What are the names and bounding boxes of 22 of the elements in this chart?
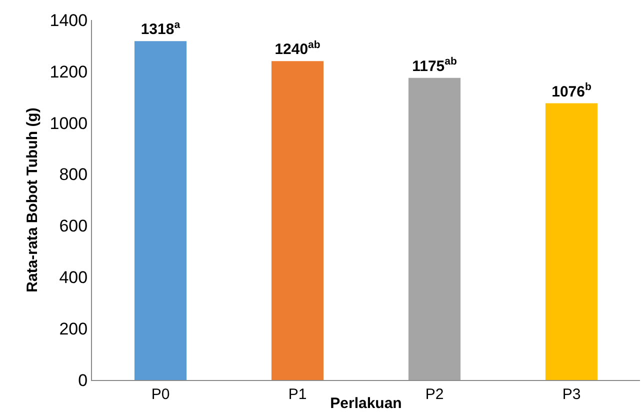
bar xyxy=(408,78,461,380)
bar xyxy=(271,61,324,380)
y-tick-label: 800 xyxy=(59,165,88,184)
data-label: 1076$^{b}$ xyxy=(552,81,592,100)
y-tick-label: 1200 xyxy=(50,62,88,82)
data-label: 1318$^{a}$ xyxy=(140,18,180,38)
y-tick-label: 1000 xyxy=(50,114,88,133)
y-axis-title: Rata-rata Bobot Tubuh (g) xyxy=(24,108,42,292)
y-tick-label: 400 xyxy=(59,268,88,288)
y-tick-label: 600 xyxy=(59,216,88,236)
data-label: 1175$^{ab}$ xyxy=(412,56,457,75)
x-tick-label: P2 xyxy=(425,386,444,403)
x-tick-label: P0 xyxy=(151,386,170,403)
data-label: 1240$^{ab}$ xyxy=(274,38,320,58)
x-tick-label: P1 xyxy=(288,386,307,403)
y-tick-label: 0 xyxy=(78,370,88,390)
bar xyxy=(134,41,187,380)
y-tick-label: 200 xyxy=(59,320,88,339)
x-tick-label: P3 xyxy=(562,386,581,403)
x-axis-title: Perlakuan xyxy=(330,395,402,412)
bar xyxy=(545,103,598,380)
y-tick-label: 1400 xyxy=(50,10,88,30)
